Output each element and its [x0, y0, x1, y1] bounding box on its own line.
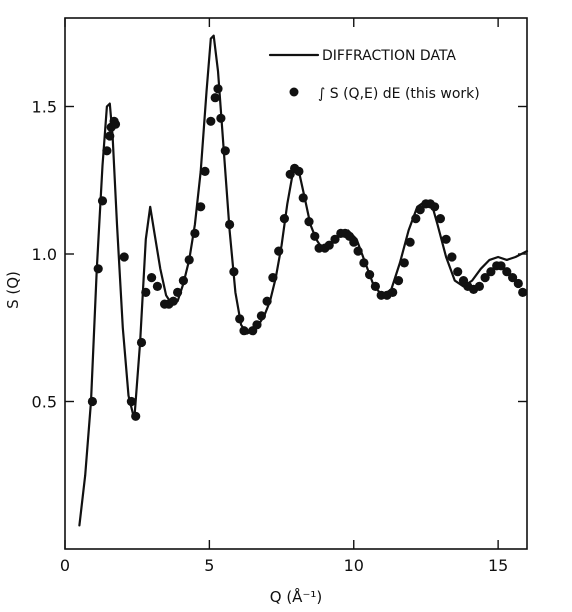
this-work-point [447, 252, 457, 262]
y-tick-label: 1.0 [32, 245, 57, 264]
this-work-point [87, 396, 97, 407]
x-tick-label: 5 [204, 556, 214, 575]
this-work-point [496, 261, 506, 271]
this-work-point [279, 214, 289, 224]
this-work-point [294, 166, 304, 176]
this-work-point [136, 337, 147, 348]
x-tick-label: 10 [344, 556, 364, 575]
this-work-point [411, 214, 421, 224]
this-work-point [190, 228, 200, 238]
this-work-point [239, 326, 249, 336]
this-work-point [206, 116, 216, 126]
this-work-point [353, 246, 363, 256]
this-work-point [262, 296, 272, 306]
this-work-point [502, 267, 512, 277]
this-work-point [229, 267, 239, 277]
x-tick-label: 15 [488, 556, 508, 575]
this-work-point [441, 234, 451, 244]
this-work-point [430, 202, 440, 212]
this-work-point [274, 246, 284, 256]
this-work-point [405, 237, 415, 247]
this-work-point [147, 273, 157, 283]
this-work-point [365, 270, 375, 280]
this-work-point [102, 146, 112, 156]
this-work-point [97, 196, 108, 206]
series-layer [78, 34, 529, 527]
legend-label-diffraction: DIFFRACTION DATA [322, 48, 456, 64]
x-axis-title: Q (Å⁻¹) [270, 587, 322, 606]
this-work-point [507, 273, 518, 283]
this-work-point [216, 113, 226, 123]
this-work-point [213, 84, 223, 94]
this-work-point [93, 264, 103, 274]
this-work-point [105, 131, 115, 141]
this-work-point [268, 273, 278, 283]
y-axis-title: S (Q) [4, 271, 22, 309]
this-work-point [252, 320, 262, 330]
this-work-point [200, 166, 210, 176]
this-work-point [235, 314, 245, 324]
this-work-point [324, 240, 334, 250]
this-work-point [220, 146, 230, 156]
y-tick-label: 1.5 [32, 98, 57, 117]
this-work-point [349, 237, 359, 247]
this-work-point [453, 267, 463, 277]
this-work-point [210, 93, 220, 103]
this-work-point [196, 202, 206, 212]
this-work-point [513, 278, 523, 289]
this-work-point [388, 287, 398, 297]
this-work-point [184, 255, 194, 265]
this-work-point [298, 193, 308, 203]
this-work-point [486, 267, 496, 277]
this-work-point [152, 281, 162, 291]
legend-dot-sample [289, 87, 299, 97]
this-work-point [168, 296, 178, 306]
this-work-point [399, 258, 409, 268]
this-work-point [370, 281, 380, 291]
this-work-point [173, 287, 183, 297]
this-work-point [141, 287, 151, 297]
legend-label-this-work: ∫ S (Q,E) dE (this work) [318, 86, 480, 102]
this-work-point [131, 411, 141, 421]
this-work-point [126, 396, 136, 407]
this-work-point [304, 217, 314, 227]
this-work-point [480, 273, 490, 283]
this-work-point [178, 276, 188, 286]
y-tick-label: 0.5 [32, 393, 57, 412]
this-work-point [330, 234, 340, 244]
this-work-point [393, 276, 404, 286]
this-work-point [256, 311, 266, 321]
y-axis-ticks: 0.5 1.0 1.5 [32, 98, 527, 412]
this-work-point [225, 219, 235, 230]
this-work-point [359, 258, 369, 268]
this-work-point [415, 205, 425, 215]
this-work-point [110, 119, 121, 129]
this-work-point [310, 231, 320, 241]
x-axis-ticks: 0 5 10 15 [60, 18, 508, 575]
x-tick-label: 0 [60, 556, 70, 575]
this-work-point [119, 252, 129, 262]
plot-border [64, 17, 528, 550]
legend: DIFFRACTION DATA ∫ S (Q,E) dE (this work… [268, 48, 480, 102]
this-work-point [518, 287, 528, 297]
this-work-point [435, 214, 445, 224]
this-work-point [474, 281, 484, 291]
plot-frame [64, 17, 528, 550]
